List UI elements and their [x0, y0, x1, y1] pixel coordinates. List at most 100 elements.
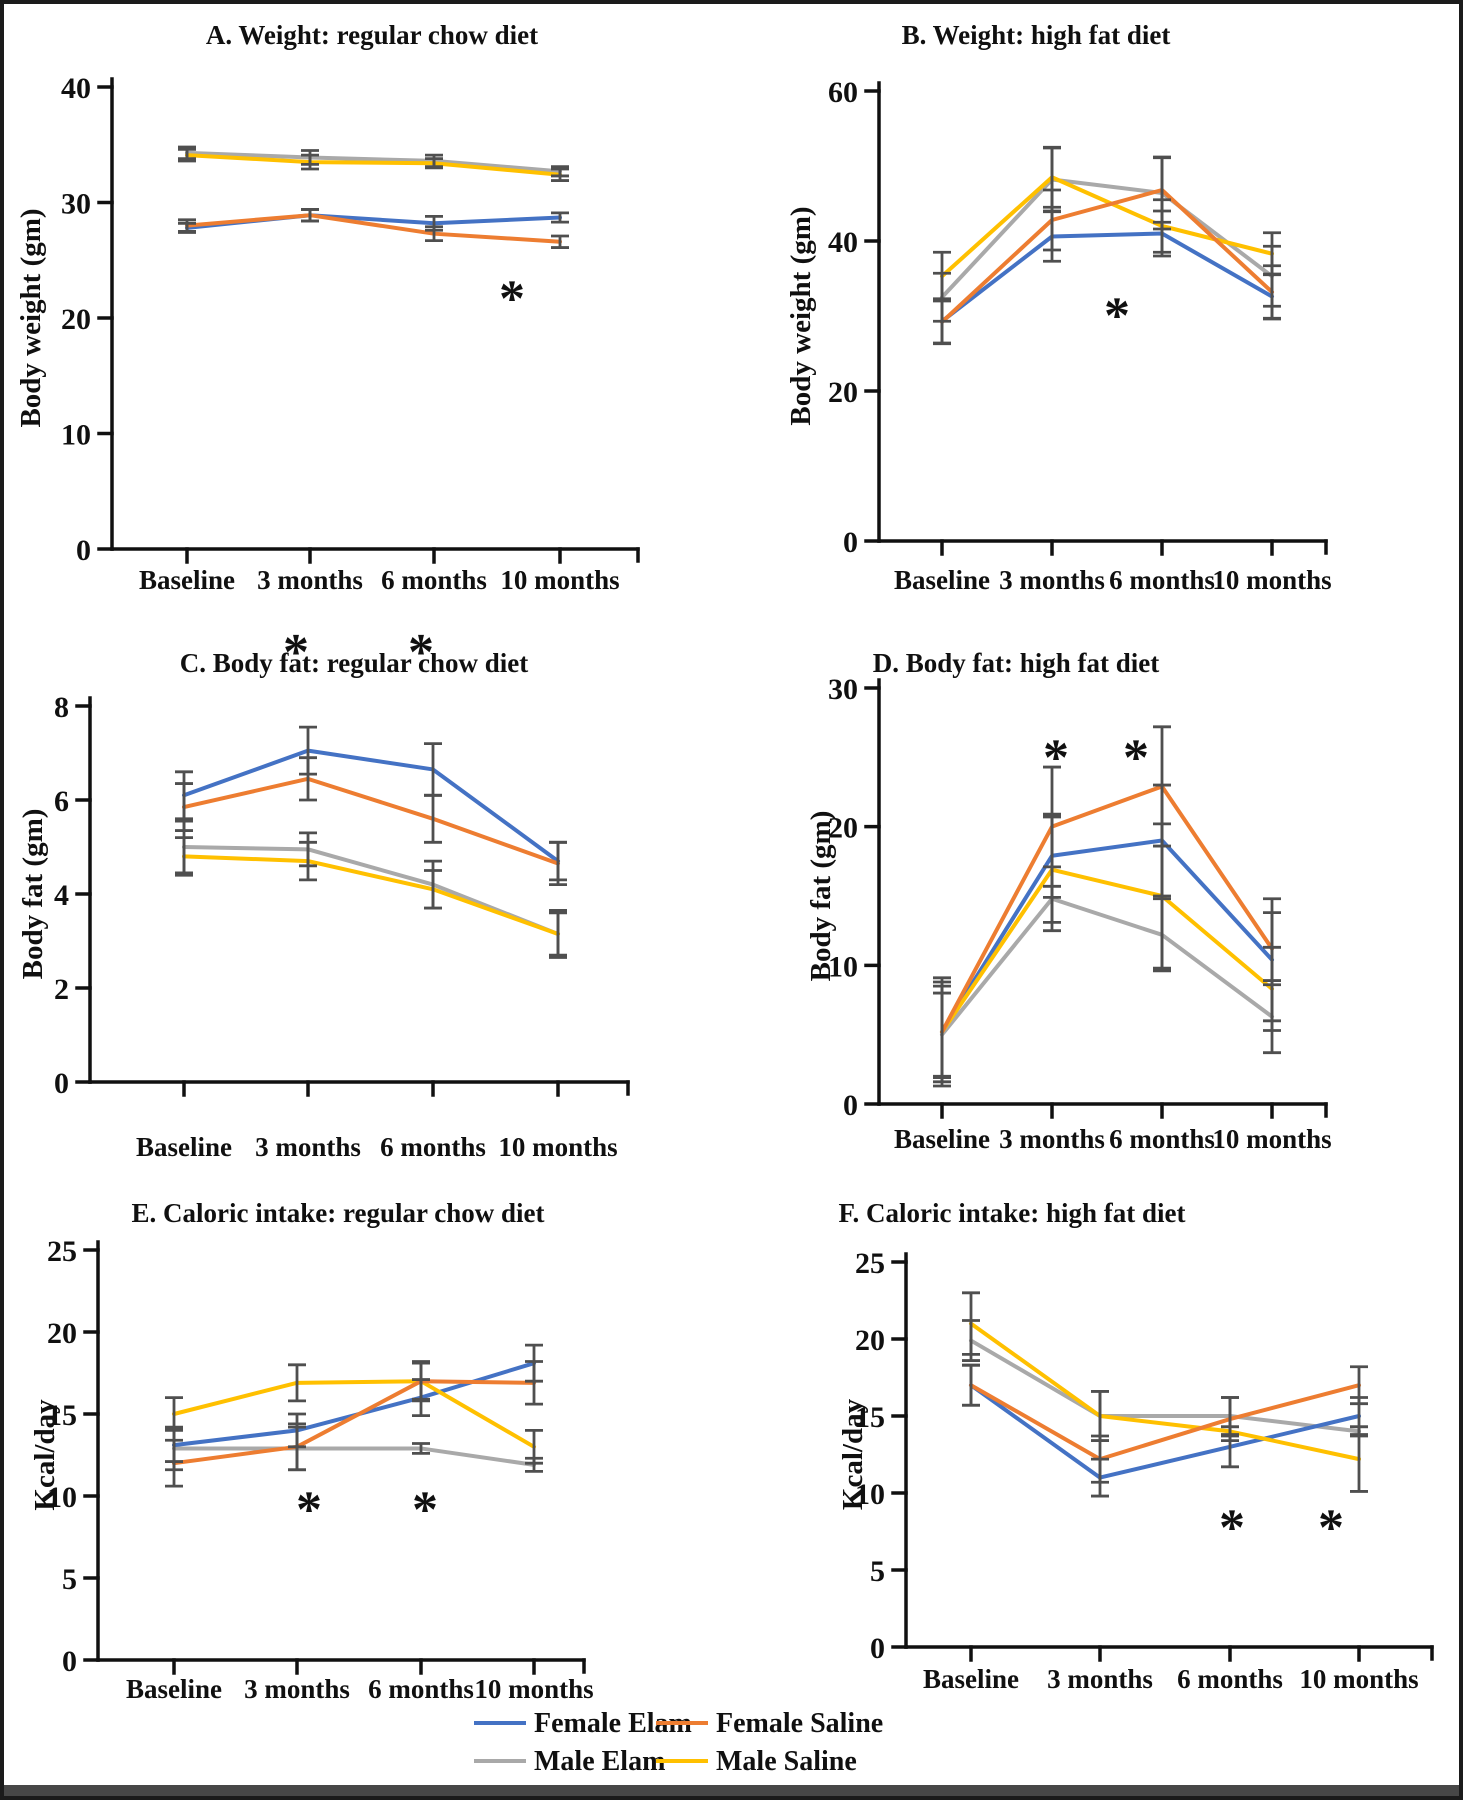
panel-title-B: B. Weight: high fat diet — [902, 20, 1171, 50]
y-axis-label-C: Body fat (gm) — [17, 809, 49, 980]
significance-asterisk: * — [1318, 1500, 1344, 1557]
x-tick-label-6-months: 6 months — [1109, 565, 1215, 595]
panel-title-F: F. Caloric intake: high fat diet — [839, 1198, 1186, 1228]
x-tick-label-3-months: 3 months — [1047, 1664, 1153, 1694]
y-axis-label-D: Body fat (gm) — [805, 811, 837, 982]
x-tick-label-3-months: 3 months — [255, 1132, 361, 1162]
y-tick-label: 30 — [828, 673, 858, 706]
legend-label-male-saline: Male Saline — [716, 1746, 857, 1777]
x-tick-label-10-months: 10 months — [1212, 565, 1331, 595]
y-tick-label: 0 — [843, 1089, 858, 1122]
y-tick-label: 15 — [855, 1401, 885, 1434]
panel-title-A: A. Weight: regular chow diet — [206, 20, 538, 50]
axes-C — [75, 696, 630, 1097]
panel-E: E. Caloric intake: regular chow diet 0 5 10… — [29, 1198, 594, 1704]
x-tick-label-3-months: 3 months — [999, 1124, 1105, 1154]
x-tick-label-6-months: 6 months — [1177, 1664, 1283, 1694]
x-tick-label-3-months: 3 months — [999, 565, 1105, 595]
series-line-female-elam — [969, 1383, 1361, 1480]
y-tick-label: 0 — [54, 1067, 69, 1100]
series-line-male-saline — [940, 867, 1274, 1034]
x-tick-label-3-months: 3 months — [257, 565, 363, 595]
significance-asterisk: * — [499, 270, 525, 327]
series-line-female-elam — [940, 838, 1274, 1034]
panel-F: F. Caloric intake: high fat diet 0 5 10 15 20… — [837, 1198, 1434, 1694]
y-tick-label: 20 — [855, 1324, 885, 1357]
x-tick-label-6-months: 6 months — [368, 1674, 474, 1704]
series-lines-D — [940, 784, 1274, 1037]
x-tick-label-baseline: Baseline — [136, 1132, 232, 1162]
y-tick-label: 25 — [855, 1247, 885, 1280]
significance-asterisk: * — [1104, 288, 1130, 345]
x-tick-label-baseline: Baseline — [126, 1674, 222, 1704]
series-line-male-saline — [172, 1379, 536, 1449]
x-tick-label-baseline: Baseline — [139, 565, 235, 595]
error-bars-B — [933, 145, 1281, 346]
legend-item-male-elam: Male Elam — [474, 1746, 665, 1777]
significance-asterisk: * — [412, 1482, 438, 1539]
axes-D — [864, 678, 1328, 1119]
panel-title-C: C. Body fat: regular chow diet — [180, 648, 528, 678]
series-lines-B — [940, 175, 1274, 324]
y-tick-label: 4 — [54, 879, 69, 912]
y-tick-label: 0 — [62, 1645, 77, 1678]
x-tick-label-3-months: 3 months — [244, 1674, 350, 1704]
x-tick-label-baseline: Baseline — [894, 565, 990, 595]
series-line-male-saline — [185, 153, 562, 177]
x-tick-label-6-months: 6 months — [380, 1132, 486, 1162]
series-lines-A — [185, 150, 562, 244]
axes-A — [97, 77, 640, 564]
series-line-male-elam — [182, 845, 560, 936]
y-axis-label-F: Kcal/day — [837, 1398, 869, 1510]
y-tick-label: 10 — [855, 1478, 885, 1511]
significance-asterisk: * — [296, 1482, 322, 1539]
six-panel-line-chart: A. Weight: regular chow diet010203040Bas… — [15, 20, 1434, 1777]
y-tick-label: 20 — [828, 812, 858, 845]
legend-label-female-saline: Female Saline — [716, 1708, 883, 1739]
panel-title-E: E. Caloric intake: regular chow diet — [132, 1198, 545, 1228]
y-tick-label: 40 — [828, 226, 858, 259]
y-tick-label: 10 — [61, 419, 91, 452]
series-line-male-elam — [172, 1446, 536, 1467]
series-line-male-elam — [185, 150, 562, 174]
x-tick-label-6-months: 6 months — [1109, 1124, 1215, 1154]
series-line-female-elam — [172, 1361, 536, 1448]
y-tick-label: 40 — [61, 72, 91, 105]
series-line-female-saline — [182, 776, 560, 866]
significance-asterisk: * — [408, 624, 434, 681]
y-tick-label: 0 — [76, 534, 91, 567]
legend-item-female-saline: Female Saline — [656, 1708, 883, 1739]
series-line-female-saline — [172, 1379, 536, 1466]
y-tick-label: 15 — [47, 1399, 77, 1432]
axes-E — [83, 1240, 586, 1675]
error-bars-C — [175, 725, 567, 959]
series-line-female-elam — [182, 748, 560, 864]
y-tick-label: 10 — [828, 950, 858, 983]
series-line-female-saline — [940, 188, 1274, 324]
series-lines-F — [969, 1321, 1361, 1480]
significance-asterisk: * — [1123, 729, 1149, 786]
x-tick-label-10-months: 10 months — [1299, 1664, 1418, 1694]
bottom-border-strip — [4, 1785, 1459, 1796]
y-tick-label: 20 — [47, 1317, 77, 1350]
y-tick-label: 0 — [843, 526, 858, 559]
series-line-male-elam — [940, 896, 1274, 1037]
significance-asterisk: * — [1219, 1500, 1245, 1557]
panel-D: D. Body fat: high fat diet 0 10 20 30 Baselin… — [805, 648, 1332, 1154]
x-tick-label-baseline: Baseline — [923, 1664, 1019, 1694]
series-line-male-saline — [969, 1321, 1361, 1462]
y-tick-label: 30 — [61, 188, 91, 221]
legend-label-male-elam: Male Elam — [534, 1746, 665, 1777]
series-line-male-elam — [940, 177, 1274, 300]
y-tick-label: 2 — [54, 973, 69, 1006]
significance-asterisk: * — [1043, 729, 1069, 786]
series-line-male-elam — [969, 1338, 1361, 1434]
y-tick-label: 10 — [47, 1481, 77, 1514]
y-tick-label: 25 — [47, 1235, 77, 1268]
y-axis-label-A: Body weight (gm) — [15, 208, 47, 427]
error-bars-E — [165, 1343, 543, 1488]
legend-item-male-saline: Male Saline — [656, 1746, 857, 1777]
x-tick-label-6-months: 6 months — [381, 565, 487, 595]
